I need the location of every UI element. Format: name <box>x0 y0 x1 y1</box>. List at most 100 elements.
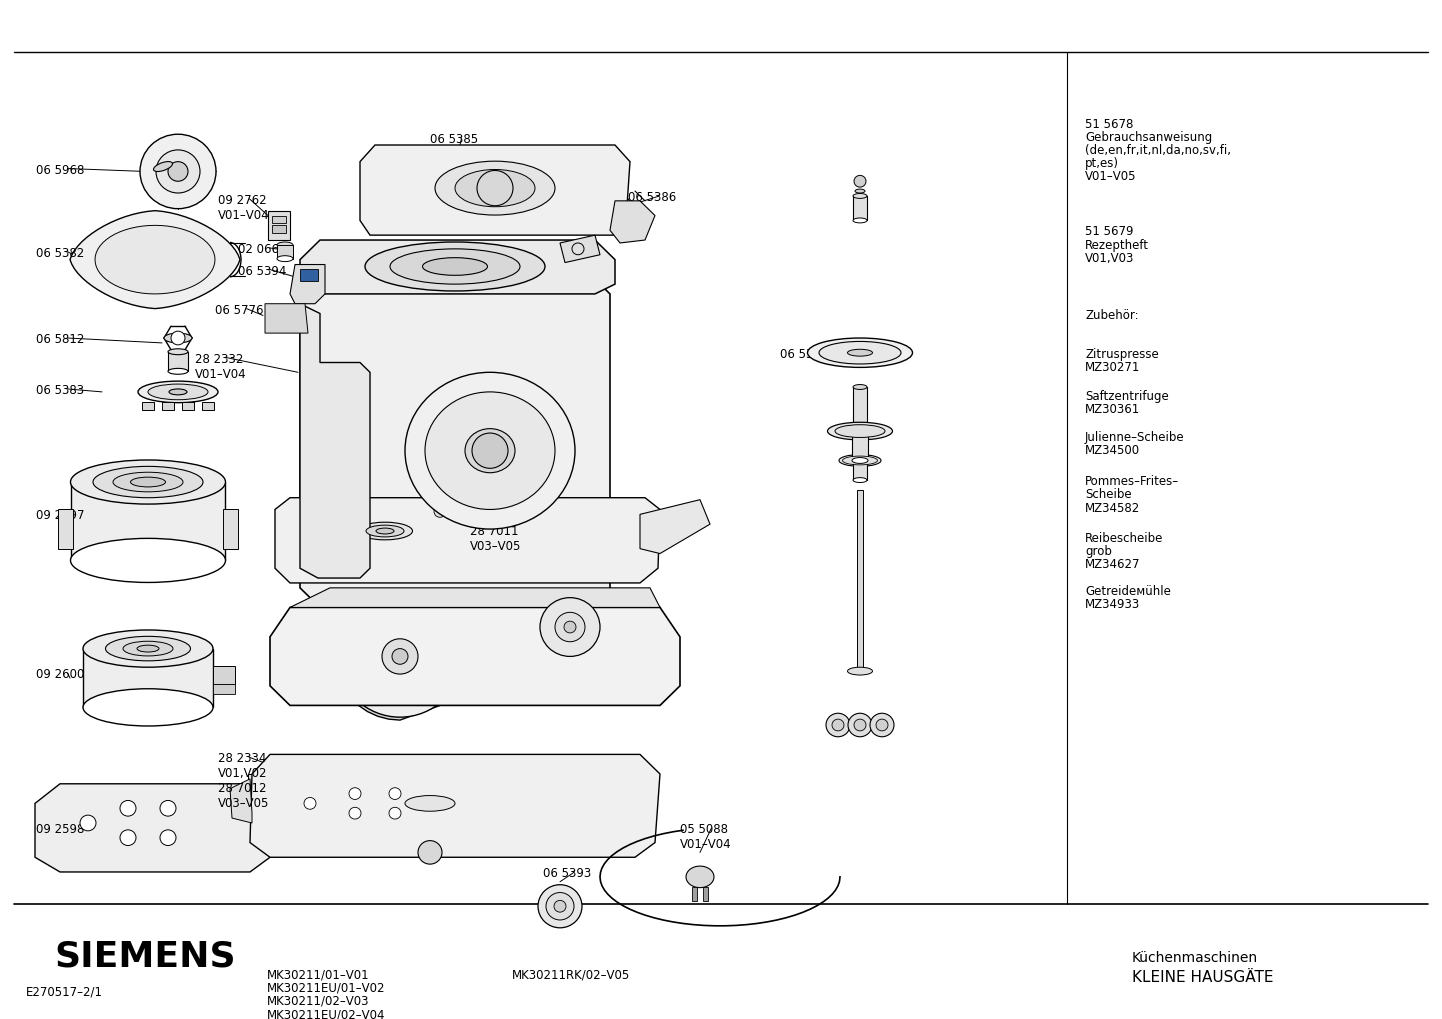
Circle shape <box>140 135 216 209</box>
Ellipse shape <box>92 467 203 497</box>
Ellipse shape <box>277 242 293 248</box>
Polygon shape <box>350 608 588 705</box>
Text: 51 5678: 51 5678 <box>1084 117 1133 130</box>
Text: 06 5394: 06 5394 <box>238 265 287 277</box>
Ellipse shape <box>358 522 412 540</box>
Text: MZ34627: MZ34627 <box>1084 558 1141 572</box>
Text: 06 5393: 06 5393 <box>544 867 591 880</box>
Text: V01,V03: V01,V03 <box>1084 252 1135 265</box>
Polygon shape <box>360 145 630 235</box>
Text: MK30211RK/02–V05: MK30211RK/02–V05 <box>512 968 630 981</box>
Ellipse shape <box>405 796 456 811</box>
Circle shape <box>875 719 888 731</box>
Ellipse shape <box>854 194 867 199</box>
Text: Reibescheibe: Reibescheibe <box>1084 532 1164 545</box>
Text: Saftzentrifuge: Saftzentrifuge <box>1084 390 1169 403</box>
Ellipse shape <box>366 525 404 537</box>
Ellipse shape <box>423 258 487 275</box>
Text: 06 5387: 06 5387 <box>525 240 574 253</box>
Text: MK30211/01–V01: MK30211/01–V01 <box>267 968 369 981</box>
Ellipse shape <box>153 162 173 171</box>
Ellipse shape <box>686 866 714 888</box>
Ellipse shape <box>848 667 872 675</box>
Circle shape <box>160 801 176 816</box>
Ellipse shape <box>84 689 213 726</box>
Circle shape <box>826 713 849 737</box>
Polygon shape <box>35 784 270 872</box>
Circle shape <box>160 829 176 846</box>
Circle shape <box>382 639 418 674</box>
Text: Zubehör:: Zubehör: <box>1084 309 1139 322</box>
Bar <box>268 211 290 240</box>
Text: E270517–2/1: E270517–2/1 <box>26 985 102 998</box>
Text: 51 5679: 51 5679 <box>1084 225 1133 238</box>
Ellipse shape <box>365 242 545 291</box>
Circle shape <box>172 331 185 344</box>
Circle shape <box>472 433 508 469</box>
Circle shape <box>854 175 867 187</box>
Circle shape <box>79 815 97 830</box>
Ellipse shape <box>839 454 881 467</box>
Bar <box>213 684 235 694</box>
Text: 09 2600: 09 2600 <box>36 668 85 681</box>
Circle shape <box>434 505 446 518</box>
Polygon shape <box>300 274 610 607</box>
Text: 28 2332
V01–V04: 28 2332 V01–V04 <box>195 353 247 381</box>
Text: 09 2598: 09 2598 <box>36 823 85 836</box>
Ellipse shape <box>848 350 872 356</box>
Text: MK30211EU/02–V04: MK30211EU/02–V04 <box>267 1008 385 1019</box>
Circle shape <box>848 713 872 737</box>
Circle shape <box>854 719 867 731</box>
Polygon shape <box>300 304 371 578</box>
Circle shape <box>870 713 894 737</box>
Text: 02 0665: 02 0665 <box>238 243 287 256</box>
Circle shape <box>539 597 600 656</box>
Ellipse shape <box>819 341 901 364</box>
Bar <box>182 401 195 410</box>
Circle shape <box>389 807 401 819</box>
Bar <box>248 774 265 786</box>
Text: 06 5776: 06 5776 <box>215 304 264 317</box>
Text: (de,en,fr,it,nl,da,no,sv,fi,: (de,en,fr,it,nl,da,no,sv,fi, <box>1084 144 1231 157</box>
Ellipse shape <box>169 369 187 374</box>
Circle shape <box>349 788 360 800</box>
Ellipse shape <box>376 528 394 534</box>
Text: 06 5968: 06 5968 <box>36 164 85 176</box>
Ellipse shape <box>169 389 187 394</box>
Polygon shape <box>71 211 239 309</box>
Text: Küchenmaschinen: Küchenmaschinen <box>1132 952 1257 965</box>
Polygon shape <box>300 240 614 293</box>
Text: 06 5385: 06 5385 <box>430 133 479 147</box>
Ellipse shape <box>835 425 885 437</box>
Polygon shape <box>231 779 252 823</box>
Circle shape <box>538 884 583 928</box>
Polygon shape <box>559 235 600 263</box>
Ellipse shape <box>854 478 867 483</box>
Text: Pommes–Frites–: Pommes–Frites– <box>1084 475 1180 488</box>
Polygon shape <box>95 225 215 293</box>
Bar <box>854 196 867 220</box>
Ellipse shape <box>828 422 893 440</box>
Bar <box>169 352 187 371</box>
Bar <box>854 387 867 480</box>
Text: 28 2334
V01,V02
28 7012
V03–V05: 28 2334 V01,V02 28 7012 V03–V05 <box>218 752 270 810</box>
Text: MZ34500: MZ34500 <box>1084 444 1141 458</box>
Bar <box>213 666 235 684</box>
Ellipse shape <box>456 169 535 207</box>
Ellipse shape <box>130 477 166 487</box>
Text: grob: grob <box>1084 545 1112 558</box>
Circle shape <box>392 648 408 664</box>
Ellipse shape <box>137 645 159 652</box>
Text: 06 5391: 06 5391 <box>433 635 480 648</box>
Polygon shape <box>290 265 324 304</box>
Circle shape <box>547 893 574 920</box>
Text: 06 5812: 06 5812 <box>36 333 85 346</box>
Bar <box>852 431 868 461</box>
Text: MZ30271: MZ30271 <box>1084 361 1141 374</box>
Bar <box>84 648 213 707</box>
Circle shape <box>832 719 844 731</box>
Ellipse shape <box>277 256 293 262</box>
Bar <box>141 401 154 410</box>
Text: Zitruspresse: Zitruspresse <box>1084 347 1159 361</box>
Polygon shape <box>290 588 660 607</box>
